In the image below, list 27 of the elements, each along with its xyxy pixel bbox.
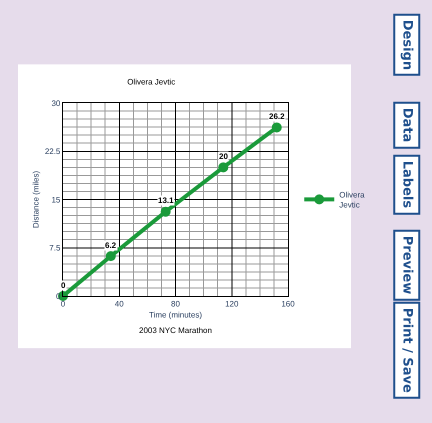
y-tick-label: 30 <box>51 98 61 108</box>
y-tick-label: 7.5 <box>49 244 61 253</box>
point <box>106 251 116 262</box>
x-axis-title: Time (minutes) <box>148 310 202 320</box>
x-tick-label: 120 <box>225 300 239 309</box>
data-label: 6.2 <box>105 241 117 250</box>
text: 2003 NYC Marathon <box>139 326 212 335</box>
point <box>272 122 282 132</box>
text: Preview <box>399 236 414 294</box>
y-tick-label: 0 <box>56 292 61 301</box>
y-tick-label: 15 <box>51 195 61 204</box>
x-tick-label: 40 <box>114 300 124 309</box>
chart-title: Olivera Jevtic <box>127 78 176 87</box>
x-tick-label: 160 <box>281 300 296 309</box>
point <box>160 206 171 217</box>
text: Design <box>399 20 414 70</box>
data-label: 26.2 <box>269 112 286 121</box>
text: Data <box>399 108 414 142</box>
x-tick-label: 80 <box>171 300 180 309</box>
text: Print / Save <box>399 308 414 394</box>
legend-label: Olivera Jevtic <box>339 190 366 210</box>
y-axis-title: Distance (miles) <box>32 170 41 228</box>
text: Labels <box>399 160 414 208</box>
data-label: 20 <box>219 152 228 161</box>
data-label: 13.1 <box>158 196 174 205</box>
y-tick-label: 22.5 <box>44 147 61 156</box>
point <box>218 162 228 172</box>
